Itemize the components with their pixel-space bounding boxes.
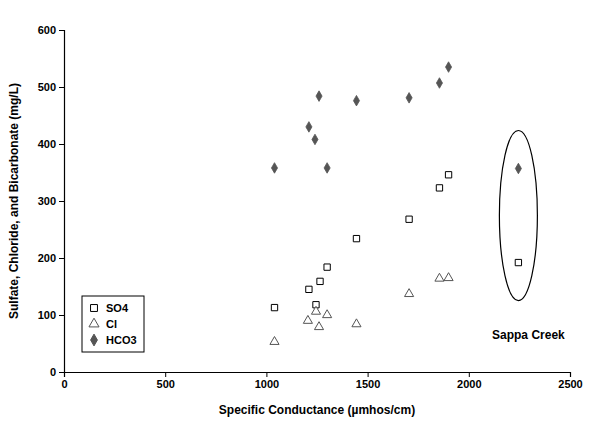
points	[270, 62, 522, 345]
tick-mark	[59, 87, 64, 88]
point	[352, 319, 361, 327]
tick: 300	[38, 195, 64, 207]
axis-line	[65, 373, 571, 378]
tick: 1000	[255, 372, 279, 390]
tick: 500	[157, 372, 175, 390]
point	[312, 134, 318, 145]
tick: 400	[38, 138, 64, 150]
tick-mark	[266, 372, 267, 377]
tick-label: 100	[38, 309, 56, 321]
legend-box	[82, 296, 144, 352]
point	[324, 264, 330, 270]
tick-label: 2000	[457, 378, 481, 390]
axis-line	[59, 31, 65, 373]
point	[311, 306, 320, 314]
point	[314, 322, 323, 330]
point	[436, 185, 442, 191]
tick-label: 300	[38, 195, 56, 207]
point	[445, 172, 451, 178]
point	[435, 273, 444, 281]
point	[353, 95, 359, 106]
tick: 1500	[356, 372, 380, 390]
legend-symbol	[91, 305, 98, 312]
tick-mark	[368, 372, 369, 377]
tick: 100	[38, 309, 64, 321]
tick: 200	[38, 252, 64, 264]
point	[271, 304, 277, 310]
point	[317, 278, 323, 284]
series-2	[271, 62, 521, 174]
annotation: Sappa Creek	[492, 328, 565, 342]
point	[306, 286, 312, 292]
tick-mark	[165, 372, 166, 377]
legend-label: HCO3	[106, 334, 137, 346]
tick-label: 200	[38, 252, 56, 264]
point	[353, 235, 359, 241]
point	[406, 93, 412, 104]
tick: 2500	[558, 372, 582, 390]
x-axis: 0 500 1000 1500 2000 2500	[61, 372, 582, 390]
point	[406, 216, 412, 222]
point	[323, 310, 332, 318]
legend-symbol	[89, 318, 99, 327]
tick-mark	[59, 258, 64, 259]
legend-symbol	[91, 334, 98, 346]
tick-label: 2500	[558, 378, 582, 390]
x-axis-title: Specific Conductance (µmhos/cm)	[219, 403, 415, 417]
tick-mark	[59, 315, 64, 316]
tick-label: 600	[38, 24, 56, 36]
tick: 500	[38, 81, 64, 93]
tick-label: 1500	[356, 378, 380, 390]
tick: 0	[50, 366, 64, 378]
tick-label: 0	[50, 366, 56, 378]
point	[271, 163, 277, 174]
tick-label: 1000	[255, 378, 279, 390]
tick-mark	[59, 144, 64, 145]
tick-mark	[570, 372, 571, 377]
point	[303, 315, 312, 323]
tick: 2000	[457, 372, 481, 390]
point	[316, 91, 322, 102]
legend-label: SO4	[106, 302, 129, 314]
chart: 0 500 1000 1500 2000 2500 0 100 200 300 400 500 600 S…	[0, 0, 600, 427]
point	[324, 163, 330, 174]
point	[444, 273, 453, 281]
point	[515, 259, 521, 265]
tick-label: 0	[61, 378, 67, 390]
y-axis-title: Sulfate, Chloride, and Bicarbonate (mg/L…	[7, 83, 21, 319]
series-0	[271, 172, 521, 311]
plot: 0 500 1000 1500 2000 2500 0 100 200 300 400 500 600 S…	[38, 24, 583, 390]
point	[515, 163, 521, 174]
legend: SO4 Cl HCO3	[82, 296, 144, 352]
series-1	[270, 273, 453, 345]
tick-label: 500	[157, 378, 175, 390]
tick: 600	[38, 24, 64, 36]
tick-label: 400	[38, 138, 56, 150]
tick-mark	[469, 372, 470, 377]
tick-label: 500	[38, 81, 56, 93]
tick-mark	[59, 201, 64, 202]
point	[405, 289, 414, 297]
tick-mark	[59, 30, 64, 31]
y-axis: 0 100 200 300 400 500 600	[38, 24, 65, 378]
point	[436, 78, 442, 89]
point	[446, 62, 452, 73]
point	[306, 122, 312, 133]
legend-label: Cl	[106, 318, 117, 330]
tick-mark	[59, 372, 64, 373]
annotation-ellipse	[499, 131, 537, 301]
tick: 0	[61, 372, 67, 390]
point	[270, 337, 279, 345]
